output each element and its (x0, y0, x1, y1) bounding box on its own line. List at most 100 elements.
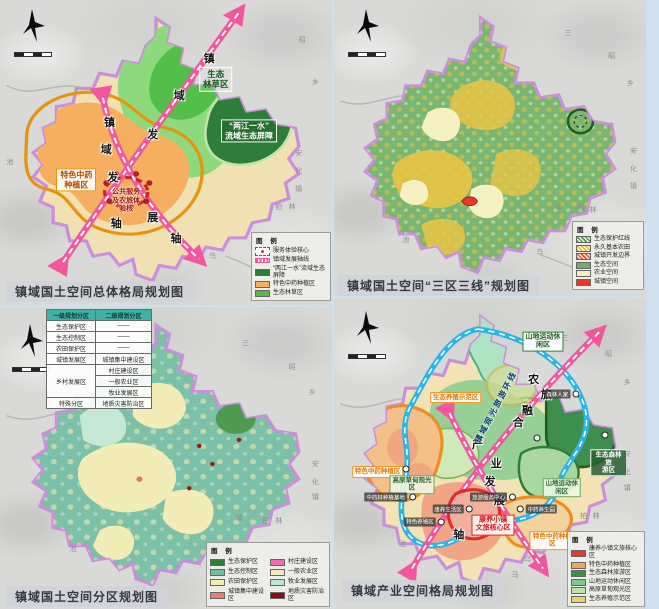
compass-icon (21, 324, 43, 357)
table-header-level1: 一级规划分区 (46, 309, 96, 321)
town-development-spot (461, 196, 479, 207)
legend-label: 康养小镇文旅核心区 (589, 546, 638, 560)
color-swatch (571, 595, 586, 603)
axis-character: 轴 (170, 232, 182, 245)
zone-label-forest-tourism: 生态森林旅 游区 (589, 449, 628, 477)
poi-label: 中药材种植基地 (364, 492, 407, 502)
legend-label: 特色中药种植区 (273, 281, 316, 288)
neighbor-label: 镇 (623, 484, 631, 492)
neighbor-label: 镇 (630, 183, 638, 191)
poi-breeding-area: 特色养殖区 (404, 517, 445, 527)
legend-label: 牧业发展区 (288, 578, 319, 585)
poi-unlabeled (601, 431, 609, 439)
neighbor-label: 池 (402, 236, 410, 244)
table-header-level2: 二级规划分区 (94, 309, 153, 321)
neighbor-label: 柏 (262, 518, 270, 526)
legend-label: 城镇空间 (594, 278, 619, 285)
legend-title: 图 例 (572, 537, 596, 545)
poi-dot (465, 505, 473, 513)
color-swatch (255, 289, 270, 297)
color-swatch (571, 578, 586, 586)
neighbor-label: 三 (564, 29, 572, 37)
table-cell: 一般农业区 (94, 375, 153, 387)
legend-label: 村庄建设区 (288, 558, 319, 565)
neighbor-label: 柏 (275, 204, 283, 212)
poi-herb-planting-base: 中药材种植基地 (364, 492, 416, 502)
neighbor-label: 三 (242, 340, 250, 348)
scale-bar (348, 354, 386, 359)
neighbor-label: 昭 (298, 36, 306, 44)
neighbor-label: 化 (630, 165, 638, 173)
neighbor-label: 池 (399, 540, 407, 548)
zone-label-mountain-sport-mid: 山地运动休 闲区 (542, 477, 581, 498)
poi-dot (572, 390, 580, 398)
neighbor-label: 乡 (308, 388, 316, 396)
panel-spatial-zoning: 一级规划分区 二级规划分区 生态保护区 —— 生态控制区 —— 农田保护区 ——… (0, 307, 332, 609)
poi-dot (516, 505, 524, 513)
neighbor-label: 马 (511, 571, 519, 579)
map-caption: 镇域国土空间总体格局规划图 (6, 281, 194, 302)
map-caption: 镇域国土空间分区规划图 (6, 586, 168, 607)
neighbor-label: 安 (311, 461, 319, 469)
legend-title: 图 例 (256, 237, 280, 245)
axis-character: 轴 (110, 217, 122, 230)
color-swatch (571, 549, 586, 557)
table-cell: 特殊分区 (46, 397, 96, 409)
table-cell: —— (94, 342, 153, 354)
axis-line-swatch (255, 258, 270, 264)
poi-label: 森林人家 (544, 389, 571, 399)
legend-label: 农业空间 (594, 270, 619, 277)
poi-forest-homestay: 森林人家 (544, 389, 580, 399)
table-cell: 城镇发展区 (46, 353, 96, 365)
color-swatch (571, 570, 586, 577)
axis-character: 融 (521, 404, 533, 417)
scale-bar (348, 52, 386, 57)
neighbor-label: 镇 (311, 494, 319, 502)
color-swatch (576, 270, 591, 277)
color-swatch (270, 578, 285, 586)
color-swatch (210, 592, 225, 600)
zone-label-eco-forest: 生态 林草区 (199, 67, 233, 92)
color-swatch (270, 568, 285, 576)
table-cell: —— (94, 331, 153, 343)
legend-label: 城镇集中建设区 (228, 588, 265, 602)
panel-overall-pattern: 昭 乡 安 化 镇 柏 林 池 乌 乡 镇 域 发 镇 域 发 展 轴 轴 生态… (0, 0, 332, 305)
poi-label: 旅游服务中心 (470, 492, 508, 502)
legend-zones-lines: 图 例 生态保护红线 永久基本农田 城镇开发边界 生态空间 农业空间 城镇空间 (572, 221, 644, 290)
table-cell: 地质灾害防治区 (94, 397, 153, 409)
zone-label-barrier: “两江一水” 流域生态屏障 (221, 119, 277, 143)
axis-character: 展 (147, 211, 159, 224)
hatch-swatch-eco-redline (576, 236, 591, 243)
color-swatch (576, 278, 591, 286)
table-cell: 生态控制区 (46, 331, 96, 343)
color-swatch (255, 281, 270, 288)
industry-axis-dash-2 (448, 412, 544, 570)
neighbor-label: 乌 (208, 253, 216, 261)
neighbor-label: 林 (275, 518, 283, 526)
neighbor-label: 乌 (536, 248, 544, 256)
legend-label: 服务体验核心 (273, 247, 310, 254)
axis-character: 发 (147, 129, 159, 142)
legend-label: “两江一水”流域生态屏障 (273, 265, 325, 279)
compass-icon (23, 9, 45, 42)
table-cell: 农田保护区 (46, 342, 96, 354)
table-cell: 牧业发展区 (94, 386, 153, 398)
zone-pastoral (79, 405, 127, 447)
legend-title: 图 例 (577, 227, 601, 234)
legend-label: 生态保护区 (228, 558, 259, 565)
legend-label: 高原草甸观光区 (589, 587, 632, 594)
service-core-dots (103, 171, 153, 205)
legend-label: 城镇开发边界 (594, 253, 631, 260)
color-swatch (210, 568, 225, 576)
zone-label-herb: 特色中药 种植区 (56, 168, 97, 192)
legend-label: 特色中药种植区 (589, 561, 632, 568)
poi-label: 中药养生园 (525, 504, 558, 514)
neighbor-label: 昭 (288, 364, 296, 372)
axis-character: 域 (173, 89, 185, 102)
scale-bar (12, 367, 50, 372)
table-cell: 城镇集中建设区 (94, 353, 153, 365)
legend-label: 永久基本农田 (594, 244, 631, 251)
compass-icon (357, 311, 379, 344)
panel-three-zones-lines: 三 昭 乡 安 化 镇 柏 林 镇 池 乌 乡 图 例 生态保护红线 永久基本农… (334, 0, 646, 296)
development-axis-dash-2 (101, 97, 200, 260)
